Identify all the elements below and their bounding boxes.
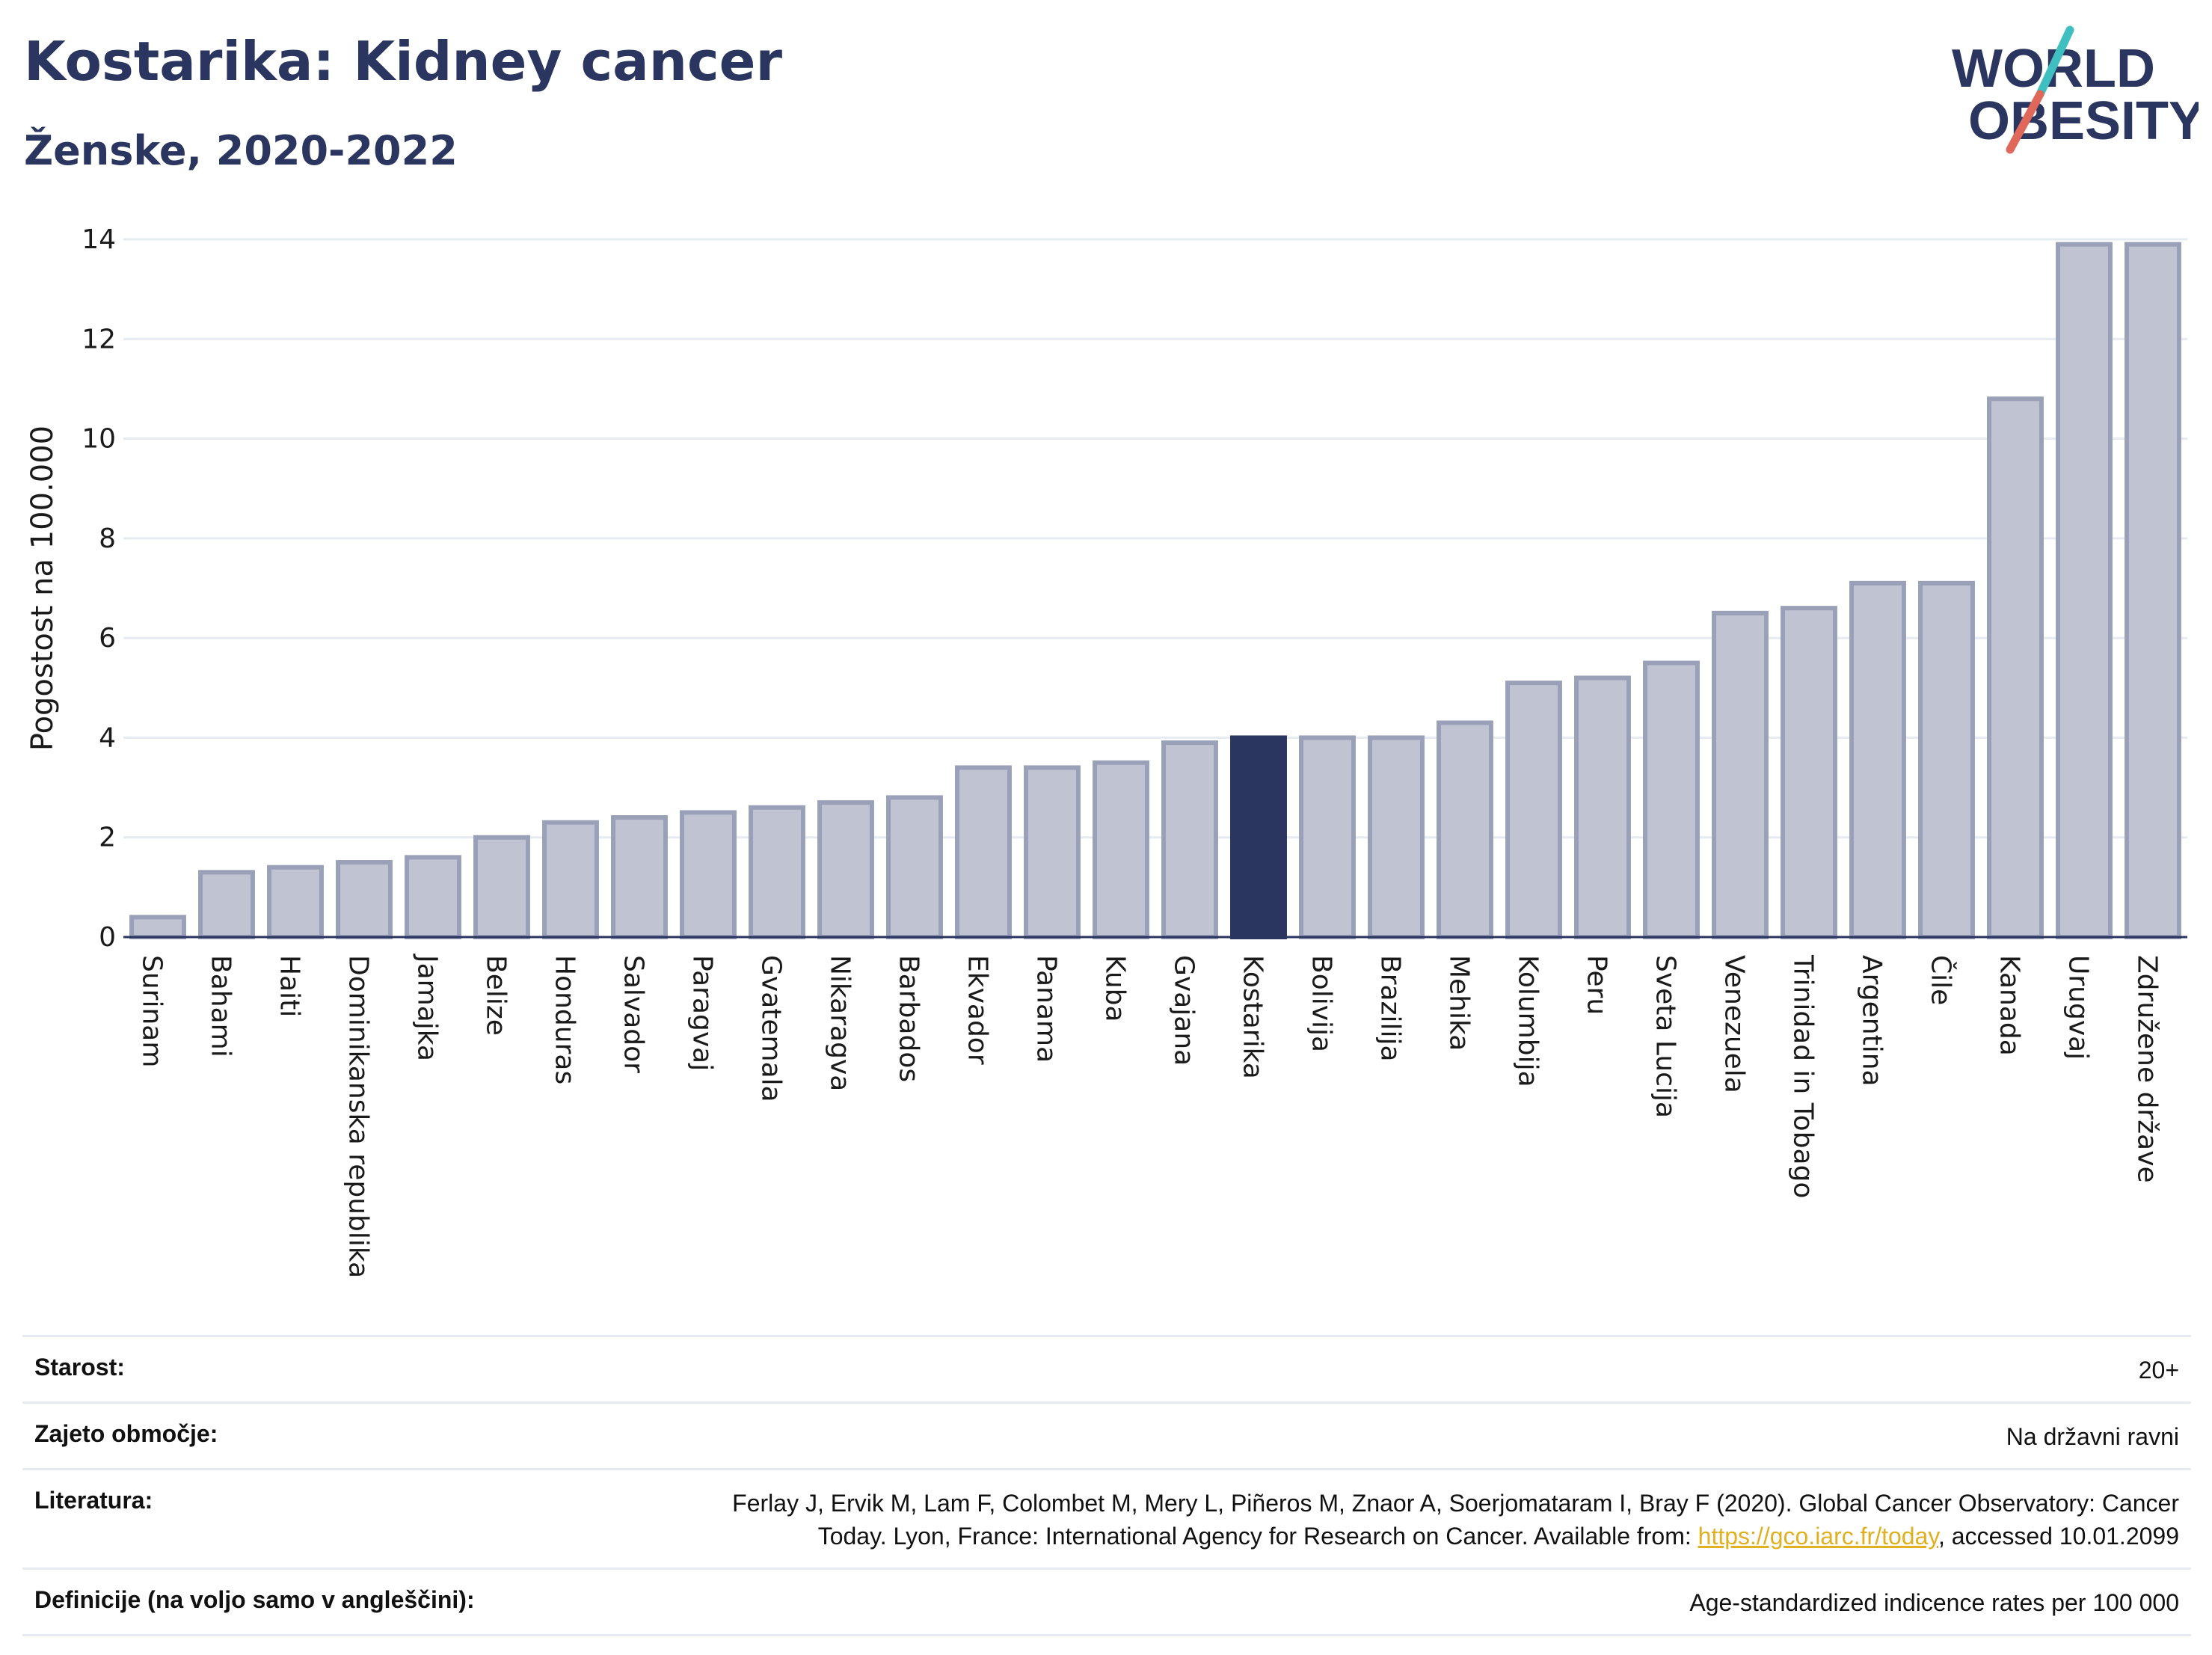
x-tick-label: Gvatemala: [756, 955, 787, 1102]
x-tick-label: Trinidad in Tobago: [1788, 954, 1819, 1198]
logo-line-2: OBESITY: [1968, 91, 2199, 151]
x-tick-label: Dominikanska republika: [343, 955, 374, 1278]
area-label: Zajeto območje:: [34, 1420, 218, 1447]
reference-line-1: Ferlay J, Ervik M, Lam F, Colombet M, Me…: [732, 1490, 2179, 1517]
y-tick-label: 8: [99, 523, 116, 554]
x-tick-label: Barbados: [894, 955, 924, 1082]
bar: [1024, 765, 1081, 940]
x-tick-label: Peru: [1582, 955, 1612, 1015]
bar: [1643, 660, 1700, 939]
x-tick-label: Sveta Lucija: [1650, 955, 1681, 1118]
definitions-value: Age-standardized indicence rates per 100…: [1689, 1589, 2179, 1616]
y-tick-label: 12: [82, 324, 116, 354]
logo-slash-coral: [2006, 90, 2044, 154]
bar: [886, 795, 943, 940]
x-tick-label: Salvador: [618, 955, 649, 1073]
x-tick-label: Honduras: [550, 955, 580, 1084]
reference-label: Literatura:: [34, 1487, 153, 1514]
logo-slash-teal: [2036, 25, 2074, 99]
bar: [955, 765, 1012, 940]
bar: [1437, 720, 1493, 940]
x-tick-label: Mehika: [1444, 955, 1475, 1051]
chart-title: Kostarika: Kidney cancer: [24, 30, 783, 93]
reference-value: Ferlay J, Ervik M, Lam F, Colombet M, Me…: [732, 1487, 2179, 1553]
world-obesity-logo: WORLD OBESITY: [1952, 25, 2199, 154]
x-tick-label: Kuba: [1100, 955, 1131, 1022]
x-tick-label: Gvajana: [1169, 955, 1199, 1066]
bar: [542, 820, 599, 939]
bar: [1987, 396, 2044, 939]
reference-line-2-start: Today. Lyon, France: International Agenc…: [817, 1523, 1698, 1550]
bar: [1299, 735, 1356, 940]
definitions-label: Definicije (na voljo samo v angleščini):: [34, 1586, 475, 1613]
bar: [1161, 740, 1218, 939]
info-row-definitions: Definicije (na voljo samo v angleščini):…: [22, 1568, 2191, 1636]
reference-link[interactable]: https://gco.iarc.fr/today: [1698, 1523, 1938, 1550]
bar: [129, 915, 186, 940]
x-tick-label: Paragvaj: [687, 955, 718, 1071]
x-tick-label: Kanada: [1994, 955, 2025, 1056]
info-row-area: Zajeto območje: Na državni ravni: [22, 1401, 2191, 1468]
y-tick-label: 0: [99, 922, 116, 953]
x-tick-label: Jamajka: [412, 954, 443, 1061]
x-tick-label: Čile: [1926, 955, 1957, 1005]
age-value: 20+: [2138, 1357, 2179, 1384]
y-axis-title: Pogostost na 100.000: [25, 426, 60, 751]
bar: [336, 860, 393, 940]
bar: [1505, 681, 1562, 939]
x-tick-label: Kolumbija: [1513, 955, 1543, 1087]
bar-chart: 0 2 4 6 8 10 12 14 Pogostost na 100.000 Surinam Ba…: [25, 224, 2187, 1278]
bar: [1230, 735, 1287, 940]
x-tick-label: Argentina: [1857, 955, 1887, 1087]
bar: [1849, 580, 1906, 939]
bar: [1574, 675, 1631, 939]
x-tick-label: Haiti: [274, 955, 305, 1017]
bar: [749, 805, 805, 939]
bar: [1093, 760, 1149, 939]
bar: [198, 870, 255, 939]
x-tick-label: Ekvador: [962, 955, 993, 1065]
y-tick-label: 6: [99, 623, 116, 654]
bar: [1368, 735, 1425, 940]
bar: [817, 800, 874, 940]
y-tick-label: 10: [82, 424, 116, 455]
x-tick-label: Brazilija: [1375, 955, 1406, 1062]
x-tick-label: Bolivija: [1306, 955, 1337, 1052]
chart-subtitle: Ženske, 2020-2022: [24, 127, 458, 174]
x-tick-label: Bahami: [206, 955, 236, 1057]
bar: [1712, 610, 1769, 939]
x-tick-label: Kostarika: [1238, 955, 1268, 1079]
x-tick-label: Nikaragva: [825, 955, 855, 1091]
bar: [1781, 606, 1837, 940]
info-row-reference: Literatura: Ferlay J, Ervik M, Lam F, Co…: [22, 1468, 2191, 1568]
bar: [473, 835, 530, 939]
bar: [405, 855, 461, 940]
bar: [1918, 580, 1975, 939]
y-tick-label: 2: [99, 823, 116, 853]
age-label: Starost:: [34, 1354, 125, 1381]
y-tick-label: 14: [82, 224, 116, 255]
reference-line-2-end: , accessed 10.01.2099: [1938, 1523, 2179, 1550]
area-value: Na državni ravni: [2006, 1423, 2179, 1450]
x-tick-label: Belize: [481, 955, 511, 1036]
bar: [267, 865, 324, 939]
x-tick-label: Surinam: [137, 955, 168, 1067]
x-tick-label: Panama: [1031, 955, 1062, 1063]
info-row-age: Starost: 20+: [22, 1335, 2191, 1401]
bar: [611, 815, 668, 939]
bar: [680, 810, 737, 939]
x-tick-label: Urugvaj: [2063, 955, 2094, 1060]
x-tick-label: Venezuela: [1719, 955, 1750, 1093]
y-tick-label: 4: [99, 722, 116, 753]
x-tick-label: Združene države: [2132, 955, 2163, 1183]
bar: [2125, 242, 2181, 939]
info-table: Starost: 20+ Zajeto območje: Na državni …: [22, 1335, 2191, 1636]
bar: [2056, 242, 2113, 939]
